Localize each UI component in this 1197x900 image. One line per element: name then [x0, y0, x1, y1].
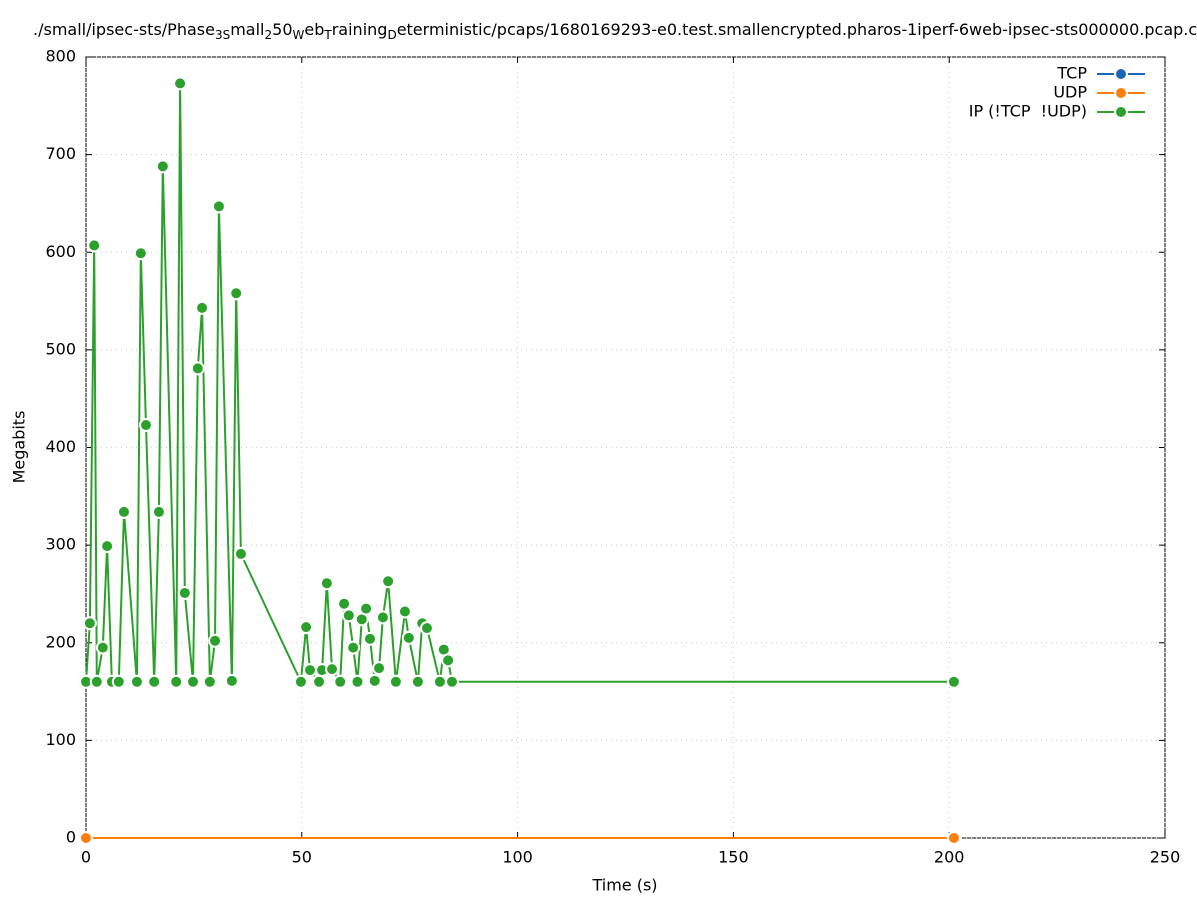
data-point [138, 418, 153, 433]
data-point [441, 653, 456, 668]
data-point [173, 76, 188, 91]
y-tick-label: 800 [45, 47, 76, 66]
data-point [116, 504, 131, 519]
x-tick-label: 250 [1150, 848, 1181, 867]
data-point [303, 663, 318, 678]
data-point [375, 610, 390, 625]
data-point [341, 608, 356, 623]
y-tick-label: 400 [45, 437, 76, 456]
y-tick-label: 300 [45, 535, 76, 554]
title-segment: ./small/ipsec-sts/Phase [33, 20, 215, 39]
x-tick-label: 0 [81, 848, 91, 867]
data-point [333, 674, 348, 689]
data-point [410, 674, 425, 689]
legend-marker [1114, 67, 1128, 81]
y-tick-label: 0 [66, 828, 76, 847]
data-point [147, 674, 162, 689]
data-point [325, 662, 340, 677]
data-point [208, 633, 223, 648]
data-point [87, 238, 102, 253]
data-point [372, 661, 387, 676]
data-point [359, 601, 374, 616]
data-point [89, 674, 104, 689]
y-tick-label: 700 [45, 144, 76, 163]
title-segment: 3S [215, 28, 230, 42]
data-point [82, 616, 97, 631]
data-point [129, 674, 144, 689]
data-point [195, 300, 210, 315]
data-point [111, 674, 126, 689]
x-tick-label: 150 [718, 848, 749, 867]
data-point [79, 831, 93, 845]
legend-label: UDP [1053, 83, 1087, 102]
data-point [95, 640, 110, 655]
data-point [401, 630, 416, 645]
y-tick-label: 100 [45, 730, 76, 749]
data-point [397, 604, 412, 619]
x-tick-label: 200 [934, 848, 965, 867]
data-point [444, 674, 459, 689]
data-point [946, 674, 961, 689]
data-point [186, 674, 201, 689]
title-segment: T [323, 28, 332, 42]
title-segment: eb [304, 20, 324, 39]
chart-title: ./small/ipsec-sts/Phase3Small250WebTrain… [33, 20, 1197, 42]
plot-frame [85, 56, 1166, 839]
legend-marker [1114, 86, 1128, 100]
data-point [350, 674, 365, 689]
data-point [381, 574, 396, 589]
data-point [224, 673, 239, 688]
data-point [293, 674, 308, 689]
title-segment: 2 [265, 28, 273, 42]
data-point [155, 159, 170, 174]
legend-label: IP (!TCP !UDP) [969, 102, 1087, 121]
data-point [177, 585, 192, 600]
title-segment: W [293, 28, 305, 42]
x-axis-label: Time (s) [591, 876, 657, 895]
title-segment: D [387, 28, 396, 42]
data-point [133, 246, 148, 261]
y-axis-label: Megabits [10, 411, 29, 484]
data-point [337, 596, 352, 611]
data-point [151, 504, 166, 519]
x-tick-label: 100 [502, 848, 533, 867]
title-segment: eterministic/pcaps/1680169293-e0.test.sm… [397, 20, 1197, 39]
data-point [432, 674, 447, 689]
data-point [100, 539, 115, 554]
x-tick-label: 50 [292, 848, 312, 867]
legend-marker [1114, 105, 1128, 119]
title-segment: 50 [272, 20, 292, 39]
data-point [362, 631, 377, 646]
data-point [169, 674, 184, 689]
data-point [388, 674, 403, 689]
data-point [946, 831, 961, 845]
y-tick-label: 600 [45, 242, 76, 261]
series-line [85, 83, 954, 686]
title-segment: raining [332, 20, 388, 39]
y-tick-label: 500 [45, 339, 76, 358]
data-point [419, 621, 434, 636]
data-point [367, 673, 382, 688]
data-point [190, 361, 205, 376]
data-point [312, 674, 327, 689]
data-point [229, 286, 244, 301]
legend-label: TCP [1056, 64, 1087, 83]
data-point [211, 199, 226, 214]
data-point [319, 576, 334, 591]
data-point [202, 674, 217, 689]
data-point [233, 546, 248, 561]
y-tick-label: 200 [45, 632, 76, 651]
data-point [299, 620, 314, 635]
title-segment: mall [230, 20, 264, 39]
data-point [346, 640, 361, 655]
